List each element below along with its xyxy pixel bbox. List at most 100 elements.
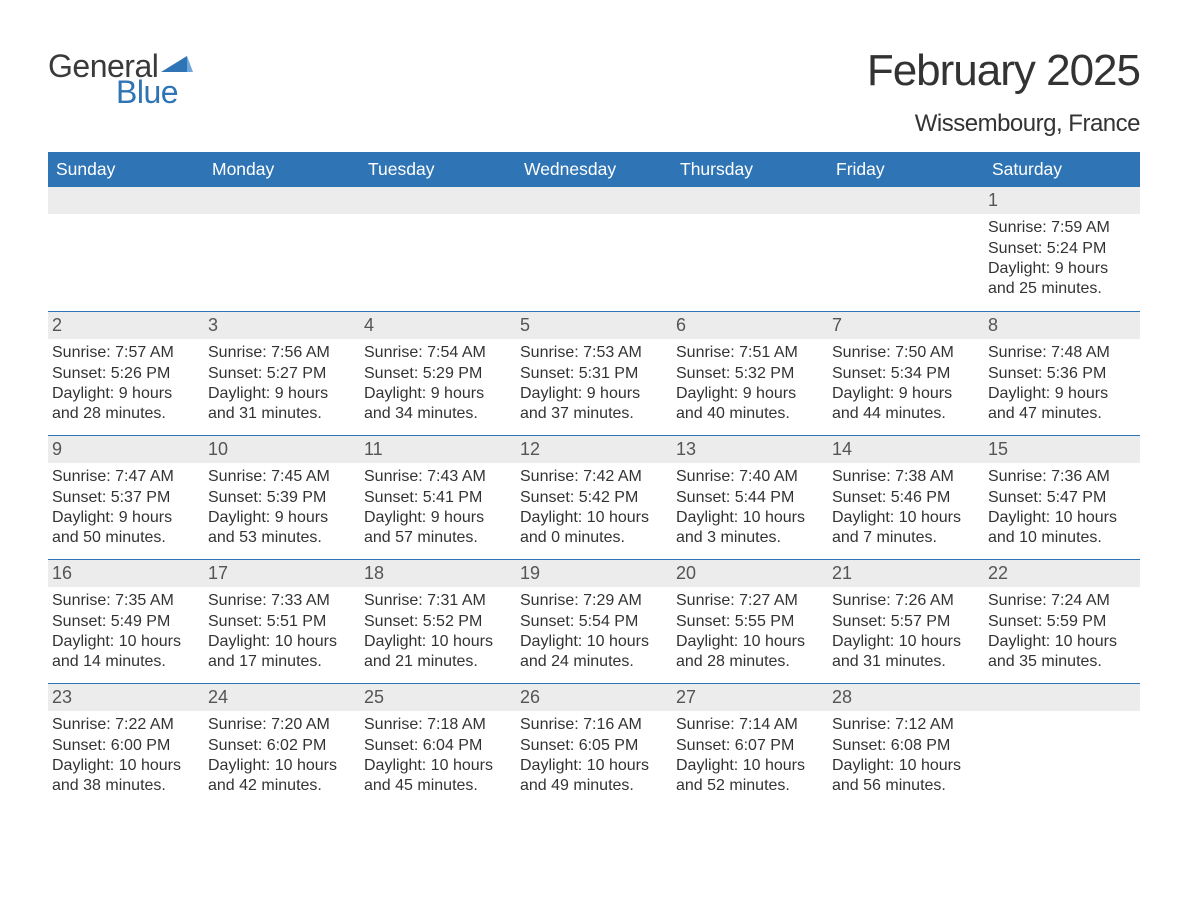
day-number: 3 (204, 312, 360, 339)
sunset-value: Sunset: 5:44 PM (676, 488, 822, 508)
sunrise-value: Sunrise: 7:38 AM (832, 467, 978, 487)
weekday-header: Monday (204, 152, 360, 187)
day-detail: Sunrise: 7:33 AMSunset: 5:51 PMDaylight:… (206, 591, 354, 673)
day-detail: Sunrise: 7:12 AMSunset: 6:08 PMDaylight:… (830, 715, 978, 797)
sunset-value: Sunset: 5:31 PM (520, 364, 666, 384)
day-detail: Sunrise: 7:26 AMSunset: 5:57 PMDaylight:… (830, 591, 978, 673)
sunrise-value: Sunrise: 7:47 AM (52, 467, 198, 487)
day-number (204, 187, 360, 214)
sunrise-value: Sunrise: 7:16 AM (520, 715, 666, 735)
day-detail: Sunrise: 7:16 AMSunset: 6:05 PMDaylight:… (518, 715, 666, 797)
sunrise-value: Sunrise: 7:24 AM (988, 591, 1134, 611)
day-cell: 27Sunrise: 7:14 AMSunset: 6:07 PMDayligh… (672, 684, 828, 807)
brand-logo: General Blue (48, 50, 193, 108)
sunset-value: Sunset: 5:29 PM (364, 364, 510, 384)
sunrise-value: Sunrise: 7:12 AM (832, 715, 978, 735)
day-cell: 5Sunrise: 7:53 AMSunset: 5:31 PMDaylight… (516, 312, 672, 435)
day-detail: Sunrise: 7:50 AMSunset: 5:34 PMDaylight:… (830, 343, 978, 425)
day-cell: 12Sunrise: 7:42 AMSunset: 5:42 PMDayligh… (516, 436, 672, 559)
sunset-value: Sunset: 5:52 PM (364, 612, 510, 632)
daylight-value: Daylight: 9 hours and 57 minutes. (364, 508, 510, 549)
daylight-value: Daylight: 10 hours and 3 minutes. (676, 508, 822, 549)
daylight-value: Daylight: 10 hours and 28 minutes. (676, 632, 822, 673)
daylight-value: Daylight: 10 hours and 0 minutes. (520, 508, 666, 549)
daylight-value: Daylight: 9 hours and 47 minutes. (988, 384, 1134, 425)
day-number (48, 187, 204, 214)
day-number: 8 (984, 312, 1140, 339)
week-row: 2Sunrise: 7:57 AMSunset: 5:26 PMDaylight… (48, 311, 1140, 435)
day-detail: Sunrise: 7:47 AMSunset: 5:37 PMDaylight:… (50, 467, 198, 549)
sunrise-value: Sunrise: 7:22 AM (52, 715, 198, 735)
day-cell: 9 Sunrise: 7:47 AMSunset: 5:37 PMDaylight… (48, 436, 204, 559)
day-number: 9 (48, 436, 204, 463)
day-number: 19 (516, 560, 672, 587)
sunrise-value: Sunrise: 7:50 AM (832, 343, 978, 363)
week-row: 23Sunrise: 7:22 AMSunset: 6:00 PMDayligh… (48, 683, 1140, 807)
day-detail: Sunrise: 7:59 AMSunset: 5:24 PMDaylight:… (986, 218, 1134, 300)
daylight-value: Daylight: 9 hours and 25 minutes. (988, 259, 1134, 300)
sunset-value: Sunset: 6:05 PM (520, 736, 666, 756)
day-cell (984, 684, 1140, 807)
day-cell (360, 187, 516, 311)
sunrise-value: Sunrise: 7:42 AM (520, 467, 666, 487)
sunrise-value: Sunrise: 7:29 AM (520, 591, 666, 611)
sunset-value: Sunset: 6:07 PM (676, 736, 822, 756)
day-detail: Sunrise: 7:22 AMSunset: 6:00 PMDaylight:… (50, 715, 198, 797)
day-number: 4 (360, 312, 516, 339)
sunset-value: Sunset: 5:24 PM (988, 239, 1134, 259)
day-cell (516, 187, 672, 311)
day-number: 22 (984, 560, 1140, 587)
day-detail: Sunrise: 7:43 AMSunset: 5:41 PMDaylight:… (362, 467, 510, 549)
day-detail: Sunrise: 7:18 AMSunset: 6:04 PMDaylight:… (362, 715, 510, 797)
day-number: 6 (672, 312, 828, 339)
day-cell (672, 187, 828, 311)
day-number: 16 (48, 560, 204, 587)
daylight-value: Daylight: 10 hours and 49 minutes. (520, 756, 666, 797)
weekday-header: Wednesday (516, 152, 672, 187)
day-number: 1 (984, 187, 1140, 214)
sunrise-value: Sunrise: 7:56 AM (208, 343, 354, 363)
sunset-value: Sunset: 5:27 PM (208, 364, 354, 384)
top-bar: General Blue February 2025 Wissembourg, … (48, 40, 1140, 138)
sunset-value: Sunset: 5:57 PM (832, 612, 978, 632)
day-detail: Sunrise: 7:27 AMSunset: 5:55 PMDaylight:… (674, 591, 822, 673)
day-cell: 11Sunrise: 7:43 AMSunset: 5:41 PMDayligh… (360, 436, 516, 559)
daylight-value: Daylight: 10 hours and 24 minutes. (520, 632, 666, 673)
sunset-value: Sunset: 5:39 PM (208, 488, 354, 508)
logo-text-blue: Blue (116, 76, 193, 108)
sunset-value: Sunset: 5:41 PM (364, 488, 510, 508)
day-detail: Sunrise: 7:29 AMSunset: 5:54 PMDaylight:… (518, 591, 666, 673)
sunset-value: Sunset: 5:59 PM (988, 612, 1134, 632)
sunrise-value: Sunrise: 7:45 AM (208, 467, 354, 487)
day-number: 24 (204, 684, 360, 711)
day-cell: 24 Sunrise: 7:20 AMSunset: 6:02 PMDayligh… (204, 684, 360, 807)
sunrise-value: Sunrise: 7:53 AM (520, 343, 666, 363)
calendar-page: General Blue February 2025 Wissembourg, … (0, 0, 1188, 857)
weekday-header-row: SundayMondayTuesdayWednesdayThursdayFrid… (48, 152, 1140, 187)
day-cell: 26Sunrise: 7:16 AMSunset: 6:05 PMDayligh… (516, 684, 672, 807)
sunrise-value: Sunrise: 7:36 AM (988, 467, 1134, 487)
day-cell: 18Sunrise: 7:31 AMSunset: 5:52 PMDayligh… (360, 560, 516, 683)
daylight-value: Daylight: 10 hours and 38 minutes. (52, 756, 198, 797)
sunrise-value: Sunrise: 7:59 AM (988, 218, 1134, 238)
day-cell: 2Sunrise: 7:57 AMSunset: 5:26 PMDaylight… (48, 312, 204, 435)
day-detail: Sunrise: 7:20 AMSunset: 6:02 PMDaylight:… (206, 715, 354, 797)
week-row: 16 Sunrise: 7:35 AMSunset: 5:49 PMDayligh… (48, 559, 1140, 683)
daylight-value: Daylight: 10 hours and 7 minutes. (832, 508, 978, 549)
day-detail: Sunrise: 7:35 AMSunset: 5:49 PMDaylight:… (50, 591, 198, 673)
sunrise-value: Sunrise: 7:26 AM (832, 591, 978, 611)
location-label: Wissembourg, France (867, 110, 1140, 138)
day-cell: 8Sunrise: 7:48 AMSunset: 5:36 PMDaylight… (984, 312, 1140, 435)
day-cell: 25 Sunrise: 7:18 AMSunset: 6:04 PMDayligh… (360, 684, 516, 807)
sunset-value: Sunset: 6:08 PM (832, 736, 978, 756)
day-cell: 17Sunrise: 7:33 AMSunset: 5:51 PMDayligh… (204, 560, 360, 683)
arrow-icon (161, 52, 193, 76)
day-cell: 10Sunrise: 7:45 AMSunset: 5:39 PMDayligh… (204, 436, 360, 559)
weekday-header: Thursday (672, 152, 828, 187)
day-detail: Sunrise: 7:42 AMSunset: 5:42 PMDaylight:… (518, 467, 666, 549)
sunrise-value: Sunrise: 7:35 AM (52, 591, 198, 611)
day-number: 25 (360, 684, 516, 711)
sunset-value: Sunset: 5:42 PM (520, 488, 666, 508)
day-number: 18 (360, 560, 516, 587)
sunrise-value: Sunrise: 7:51 AM (676, 343, 822, 363)
